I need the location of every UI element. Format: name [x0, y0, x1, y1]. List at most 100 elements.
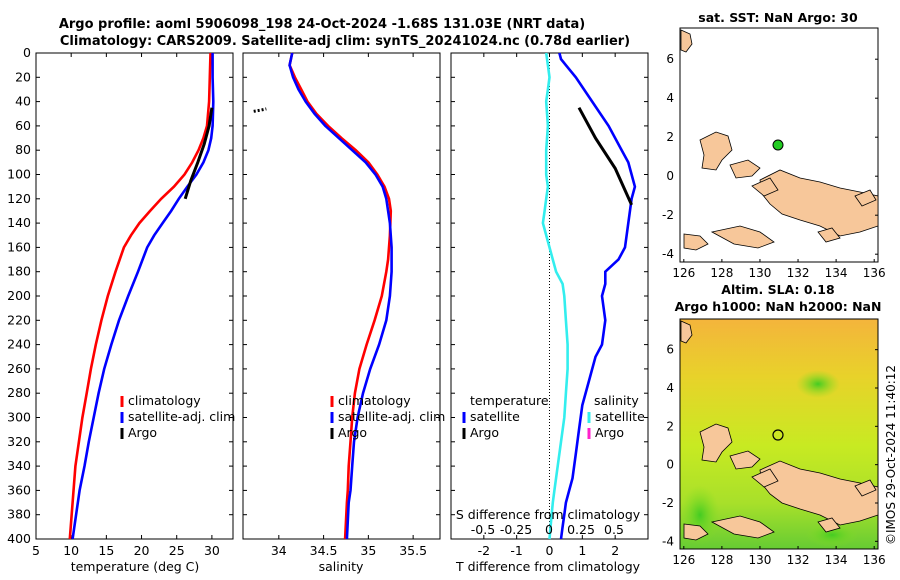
- map-y-tick-label: -2: [662, 208, 674, 222]
- land-tanimbar: [710, 515, 775, 539]
- legend-t-satellite: satellite: [470, 409, 520, 424]
- land-bird-head: [751, 177, 779, 197]
- y-tick-label: 20: [15, 69, 31, 84]
- land-seram: [729, 450, 761, 470]
- s-tick: 0.5: [604, 522, 624, 537]
- difference-xlabel: T difference from climatology: [455, 559, 641, 574]
- x-tick-label: 35: [360, 543, 376, 558]
- difference-legend: temperature satellite Argo salinity sate…: [462, 393, 645, 440]
- legend-climatology: climatology: [338, 393, 411, 408]
- series-temperature-argo: [577, 106, 633, 206]
- land-tanimbar: [710, 225, 775, 249]
- map-y-tick-label: 4: [666, 91, 674, 105]
- x-tick-label: 1: [578, 543, 586, 558]
- map-y-tick-label: 0: [666, 458, 674, 472]
- y-tick-label: 280: [7, 385, 31, 400]
- salinity-legend: climatology satellite-adj. clim Argo: [330, 393, 445, 440]
- temperature-axes: [35, 52, 234, 540]
- x-tick-label: 25: [169, 543, 185, 558]
- land-halmahera: [680, 320, 693, 344]
- map-x-tick-label: 126: [672, 553, 695, 567]
- argo-position-marker: [772, 429, 784, 441]
- series-satellite-adj-clim: [71, 53, 215, 540]
- land-aru: [817, 227, 841, 243]
- s-difference-ticks: -0.5 -0.25 0 0.25 0.5: [471, 522, 624, 537]
- map-x-tick-label: 132: [787, 553, 810, 567]
- y-tick-label: 380: [7, 507, 31, 522]
- x-tick-label: -2: [478, 543, 490, 558]
- legend-climatology: climatology: [128, 393, 201, 408]
- y-tick-label: 140: [7, 215, 31, 230]
- x-tick-label: -1: [510, 543, 522, 558]
- y-tick-label: 80: [15, 142, 31, 157]
- difference-xlabel-top: S difference from climatology: [456, 507, 641, 522]
- x-tick-label: 10: [63, 543, 79, 558]
- map2-title1: Altim. SLA: 0.18: [721, 282, 834, 297]
- legend-s-satellite: satellite: [595, 409, 645, 424]
- land-seram: [729, 159, 761, 179]
- temperature-chart: 0 20 40 60 80 100 120 140 160 180 200 220 240 260 280 3…: [7, 45, 233, 558]
- y-tick-label: 300: [7, 410, 31, 425]
- y-tick-label: 400: [7, 531, 31, 546]
- legend-temperature-title: temperature: [470, 393, 549, 408]
- y-tick-label: 340: [7, 458, 31, 473]
- series-salinity-satellite: [541, 52, 569, 540]
- map1: [679, 27, 879, 263]
- land-halmahera: [680, 29, 693, 53]
- temperature-legend: climatology satellite-adj. clim Argo: [120, 393, 235, 440]
- s-tick: 0: [545, 522, 553, 537]
- land-timor: [683, 233, 709, 251]
- sla-low-patch: [796, 370, 840, 398]
- map-y-tick-label: 6: [666, 343, 674, 357]
- y-tick-label: 120: [7, 191, 31, 206]
- map-y-tick-label: 0: [666, 169, 674, 183]
- x-tick-label: 35.5: [399, 543, 427, 558]
- credit: ©IMOS 29-Oct-2024 11:40:12: [884, 365, 898, 545]
- salinity-chart: 34 34.5 35 35.5: [243, 52, 440, 558]
- legend-satellite: satellite-adj. clim: [128, 409, 235, 424]
- map-x-tick-label: 126: [672, 266, 695, 280]
- map2: [679, 318, 879, 550]
- legend-s-argo: Argo: [595, 425, 624, 440]
- x-tick-label: 34.5: [310, 543, 338, 558]
- map-x-tick-label: 132: [787, 266, 810, 280]
- map-y-tick-label: -2: [662, 496, 674, 510]
- x-tick-label: 0: [546, 543, 554, 558]
- land-kei: [854, 479, 877, 497]
- y-tick-label: 0: [23, 45, 31, 60]
- y-tick-label: 360: [7, 482, 31, 497]
- map1-land: [680, 29, 879, 251]
- argo-position-marker: [772, 139, 784, 151]
- map-x-tick-label: 128: [710, 266, 733, 280]
- map1-ticks: 126 128 130 132 134 136 6 4 2 0 -2 -4: [662, 52, 886, 280]
- legend-satellite: satellite-adj. clim: [338, 409, 445, 424]
- x-tick-label: 5: [32, 543, 40, 558]
- map-x-tick-label: 130: [749, 266, 772, 280]
- y-tick-label: 220: [7, 312, 31, 327]
- map2-land: [680, 320, 879, 541]
- land-new-guinea: [759, 169, 879, 237]
- x-tick-label: 34: [271, 543, 287, 558]
- s-tick: 0.25: [567, 522, 595, 537]
- map-x-tick-label: 136: [863, 553, 886, 567]
- series-climatology: [68, 52, 212, 540]
- map2-title2: Argo h1000: NaN h2000: NaN: [675, 299, 882, 314]
- salinity-axes: [242, 52, 441, 540]
- y-tick-label: 160: [7, 239, 31, 254]
- map-y-tick-label: 2: [666, 130, 674, 144]
- s-tick: -0.25: [500, 522, 532, 537]
- land-new-guinea: [759, 460, 879, 526]
- x-tick-label: 15: [98, 543, 114, 558]
- y-tick-label: 60: [15, 118, 31, 133]
- land-sulawesi-east: [699, 131, 733, 171]
- map-x-tick-label: 128: [710, 553, 733, 567]
- legend-argo: Argo: [128, 425, 157, 440]
- sla-low-patch: [806, 523, 858, 547]
- map-y-tick-label: 2: [666, 419, 674, 433]
- salinity-xlabel: salinity: [319, 559, 364, 574]
- map-x-tick-label: 136: [863, 266, 886, 280]
- land-bird-head: [751, 468, 779, 488]
- y-tick-label: 200: [7, 288, 31, 303]
- series-satellite-adj-clim: [288, 52, 393, 540]
